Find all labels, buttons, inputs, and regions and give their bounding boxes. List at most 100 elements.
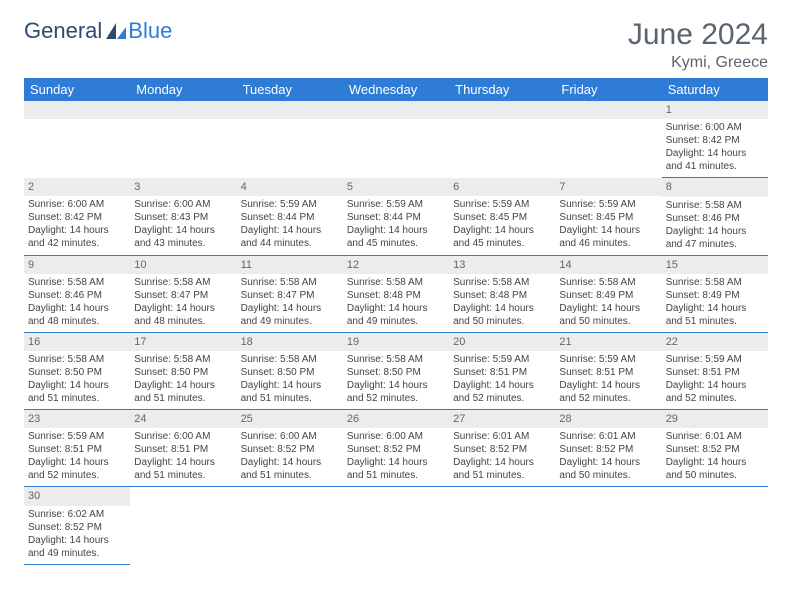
page-title: June 2024 xyxy=(628,18,768,52)
calendar-table: Sunday Monday Tuesday Wednesday Thursday… xyxy=(24,78,768,565)
daylight-text: Daylight: 14 hours xyxy=(134,302,232,315)
header: General Blue June 2024 Kymi, Greece xyxy=(24,18,768,72)
weekday-header: Saturday xyxy=(662,78,768,101)
day-number: 14 xyxy=(555,256,661,274)
daylight-text: Daylight: 14 hours xyxy=(453,456,551,469)
sunset-text: Sunset: 8:50 PM xyxy=(347,366,445,379)
daylight-text: and 45 minutes. xyxy=(347,237,445,250)
sunrise-text: Sunrise: 5:59 AM xyxy=(559,198,657,211)
day-number xyxy=(24,101,130,119)
calendar-cell: 15Sunrise: 5:58 AMSunset: 8:49 PMDayligh… xyxy=(662,255,768,332)
calendar-week-row: 9Sunrise: 5:58 AMSunset: 8:46 PMDaylight… xyxy=(24,255,768,332)
logo: General Blue xyxy=(24,18,172,44)
calendar-cell: 5Sunrise: 5:59 AMSunset: 8:44 PMDaylight… xyxy=(343,178,449,255)
sunrise-text: Sunrise: 5:58 AM xyxy=(241,276,339,289)
sunrise-text: Sunrise: 6:00 AM xyxy=(347,430,445,443)
sunrise-text: Sunrise: 5:58 AM xyxy=(453,276,551,289)
daylight-text: and 50 minutes. xyxy=(453,315,551,328)
daylight-text: Daylight: 14 hours xyxy=(666,456,764,469)
daylight-text: and 45 minutes. xyxy=(453,237,551,250)
daylight-text: and 50 minutes. xyxy=(559,469,657,482)
daylight-text: Daylight: 14 hours xyxy=(28,224,126,237)
daylight-text: Daylight: 14 hours xyxy=(559,302,657,315)
day-number: 26 xyxy=(343,410,449,428)
day-number: 8 xyxy=(662,178,768,196)
sunrise-text: Sunrise: 5:58 AM xyxy=(347,276,445,289)
daylight-text: Daylight: 14 hours xyxy=(241,379,339,392)
calendar-cell xyxy=(449,101,555,178)
calendar-cell xyxy=(24,101,130,178)
day-number: 19 xyxy=(343,333,449,351)
day-number: 2 xyxy=(24,178,130,196)
daylight-text: Daylight: 14 hours xyxy=(28,534,126,547)
day-number: 6 xyxy=(449,178,555,196)
calendar-cell: 27Sunrise: 6:01 AMSunset: 8:52 PMDayligh… xyxy=(449,410,555,487)
sunrise-text: Sunrise: 6:01 AM xyxy=(666,430,764,443)
day-number: 25 xyxy=(237,410,343,428)
sunset-text: Sunset: 8:45 PM xyxy=(453,211,551,224)
sunrise-text: Sunrise: 6:02 AM xyxy=(28,508,126,521)
sunrise-text: Sunrise: 5:58 AM xyxy=(28,353,126,366)
sunset-text: Sunset: 8:44 PM xyxy=(241,211,339,224)
daylight-text: and 51 minutes. xyxy=(134,392,232,405)
day-number: 13 xyxy=(449,256,555,274)
sunrise-text: Sunrise: 5:59 AM xyxy=(453,198,551,211)
daylight-text: Daylight: 14 hours xyxy=(134,379,232,392)
day-number: 22 xyxy=(662,333,768,351)
sunset-text: Sunset: 8:48 PM xyxy=(347,289,445,302)
sunrise-text: Sunrise: 5:58 AM xyxy=(666,276,764,289)
sunrise-text: Sunrise: 6:01 AM xyxy=(559,430,657,443)
daylight-text: and 50 minutes. xyxy=(559,315,657,328)
sunrise-text: Sunrise: 5:58 AM xyxy=(559,276,657,289)
logo-text-1: General xyxy=(24,18,102,44)
daylight-text: and 51 minutes. xyxy=(241,469,339,482)
weekday-header: Sunday xyxy=(24,78,130,101)
sunset-text: Sunset: 8:48 PM xyxy=(453,289,551,302)
calendar-cell: 10Sunrise: 5:58 AMSunset: 8:47 PMDayligh… xyxy=(130,255,236,332)
calendar-cell: 2Sunrise: 6:00 AMSunset: 8:42 PMDaylight… xyxy=(24,178,130,255)
sunrise-text: Sunrise: 5:58 AM xyxy=(666,199,764,212)
sunrise-text: Sunrise: 5:58 AM xyxy=(28,276,126,289)
sunrise-text: Sunrise: 6:00 AM xyxy=(134,198,232,211)
calendar-cell: 23Sunrise: 5:59 AMSunset: 8:51 PMDayligh… xyxy=(24,410,130,487)
calendar-cell xyxy=(237,101,343,178)
daylight-text: and 41 minutes. xyxy=(666,160,764,173)
weekday-header-row: Sunday Monday Tuesday Wednesday Thursday… xyxy=(24,78,768,101)
daylight-text: Daylight: 14 hours xyxy=(453,302,551,315)
daylight-text: Daylight: 14 hours xyxy=(666,302,764,315)
daylight-text: and 51 minutes. xyxy=(134,469,232,482)
calendar-cell: 8Sunrise: 5:58 AMSunset: 8:46 PMDaylight… xyxy=(662,178,768,255)
sunset-text: Sunset: 8:52 PM xyxy=(666,443,764,456)
sunset-text: Sunset: 8:52 PM xyxy=(559,443,657,456)
day-number: 11 xyxy=(237,256,343,274)
calendar-cell: 26Sunrise: 6:00 AMSunset: 8:52 PMDayligh… xyxy=(343,410,449,487)
day-number: 21 xyxy=(555,333,661,351)
sunrise-text: Sunrise: 5:58 AM xyxy=(134,353,232,366)
sunset-text: Sunset: 8:51 PM xyxy=(559,366,657,379)
calendar-week-row: 23Sunrise: 5:59 AMSunset: 8:51 PMDayligh… xyxy=(24,410,768,487)
daylight-text: Daylight: 14 hours xyxy=(134,456,232,469)
calendar-cell: 18 Sunrise: 5:58 AMSunset: 8:50 PMDayligh… xyxy=(237,332,343,409)
sunrise-text: Sunrise: 5:58 AM xyxy=(347,353,445,366)
weekday-header: Monday xyxy=(130,78,236,101)
daylight-text: and 48 minutes. xyxy=(134,315,232,328)
sunrise-text: Sunrise: 5:59 AM xyxy=(453,353,551,366)
calendar-cell: 6Sunrise: 5:59 AMSunset: 8:45 PMDaylight… xyxy=(449,178,555,255)
daylight-text: and 50 minutes. xyxy=(666,469,764,482)
daylight-text: and 48 minutes. xyxy=(28,315,126,328)
calendar-cell: 1Sunrise: 6:00 AMSunset: 8:42 PMDaylight… xyxy=(662,101,768,178)
daylight-text: Daylight: 14 hours xyxy=(28,302,126,315)
sunset-text: Sunset: 8:50 PM xyxy=(241,366,339,379)
calendar-cell: 16Sunrise: 5:58 AMSunset: 8:50 PMDayligh… xyxy=(24,332,130,409)
day-number: 18 xyxy=(237,333,343,351)
calendar-cell: 25Sunrise: 6:00 AMSunset: 8:52 PMDayligh… xyxy=(237,410,343,487)
calendar-week-row: 2Sunrise: 6:00 AMSunset: 8:42 PMDaylight… xyxy=(24,178,768,255)
sunset-text: Sunset: 8:43 PM xyxy=(134,211,232,224)
day-number: 24 xyxy=(130,410,236,428)
sunrise-text: Sunrise: 5:58 AM xyxy=(241,353,339,366)
daylight-text: and 51 minutes. xyxy=(453,469,551,482)
sunset-text: Sunset: 8:47 PM xyxy=(134,289,232,302)
day-number: 5 xyxy=(343,178,449,196)
day-number: 23 xyxy=(24,410,130,428)
daylight-text: and 43 minutes. xyxy=(134,237,232,250)
